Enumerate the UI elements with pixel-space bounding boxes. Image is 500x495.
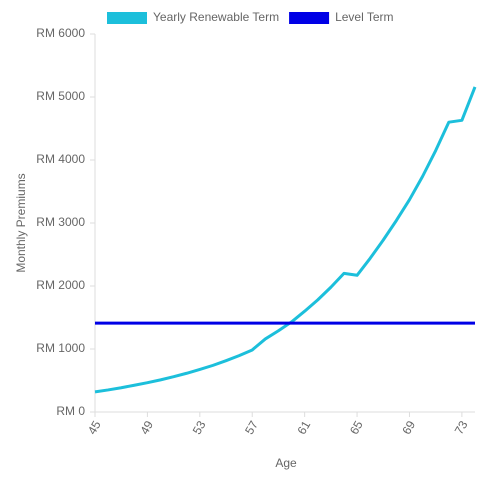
y-tick-label: RM 5000 <box>36 89 85 103</box>
legend-label: Yearly Renewable Term <box>153 10 279 24</box>
y-axis-label: Monthly Premiums <box>14 173 28 272</box>
legend-label: Level Term <box>335 10 393 24</box>
legend-swatch <box>107 12 147 24</box>
y-tick-label: RM 1000 <box>36 341 85 355</box>
y-tick-label: RM 2000 <box>36 278 85 292</box>
y-tick-label: RM 6000 <box>36 26 85 40</box>
y-tick-label: RM 0 <box>56 404 85 418</box>
x-tick-label: 69 <box>399 418 418 437</box>
x-tick-label: 53 <box>190 418 209 437</box>
x-tick-label: 65 <box>347 418 366 437</box>
x-tick-label: 57 <box>242 418 261 437</box>
x-tick-label: 61 <box>295 418 314 437</box>
y-tick-label: RM 3000 <box>36 215 85 229</box>
x-axis-label: Age <box>275 456 297 470</box>
y-tick-label: RM 4000 <box>36 152 85 166</box>
legend-swatch <box>289 12 330 24</box>
line-series <box>94 86 477 394</box>
x-tick-label: 45 <box>85 418 104 437</box>
x-tick-label: 73 <box>452 418 471 437</box>
x-tick-label: 49 <box>137 418 156 437</box>
